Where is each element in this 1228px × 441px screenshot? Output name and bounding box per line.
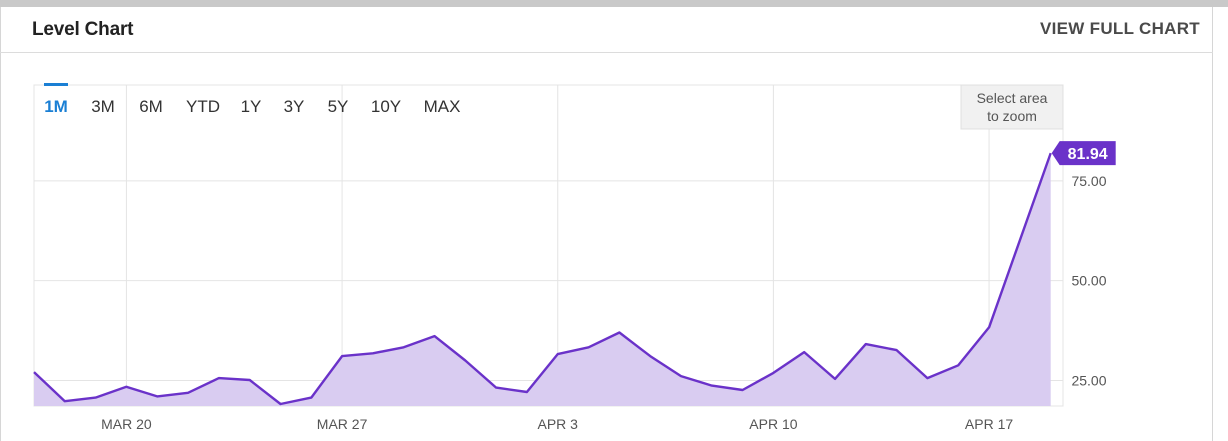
area-layer	[33, 152, 1052, 406]
range-active-indicator	[44, 83, 68, 86]
plot-frame	[33, 84, 1064, 407]
range-button-10y[interactable]: 10Y	[371, 97, 401, 116]
range-button-6m[interactable]: 6M	[139, 97, 163, 116]
panel-title: Level Chart	[32, 19, 134, 40]
zoom-hint-line-2: to zoom	[987, 108, 1037, 124]
range-button-3y[interactable]: 3Y	[284, 97, 305, 116]
grid-layer	[33, 84, 1064, 407]
range-button-3m[interactable]: 3M	[91, 97, 115, 116]
view-full-chart-link[interactable]: VIEW FULL CHART	[1039, 19, 1200, 38]
range-button-1m[interactable]: 1M	[44, 97, 68, 116]
range-button-ytd[interactable]: YTD	[186, 97, 220, 116]
last-value-marker: 81.94	[1051, 141, 1116, 166]
series-area-fill	[34, 153, 1051, 406]
zoom-hint-line-1: Select area	[977, 90, 1048, 106]
y-tick-label: 50.00	[1071, 273, 1106, 289]
zoom-hint: Select area to zoom	[960, 84, 1064, 130]
x-tick-label: APR 3	[538, 416, 579, 432]
y-tick-label: 75.00	[1071, 173, 1106, 189]
last-value-badge	[1051, 141, 1116, 166]
x-tick-label: MAR 20	[101, 416, 152, 432]
range-button-1y[interactable]: 1Y	[241, 97, 262, 116]
panel-header	[0, 7, 1213, 53]
series-line	[33, 152, 1052, 406]
x-tick-label: MAR 27	[317, 416, 368, 432]
zoom-hint-box	[960, 84, 1064, 130]
range-button-max[interactable]: MAX	[424, 97, 461, 116]
x-tick-label: APR 10	[749, 416, 797, 432]
range-button-5y[interactable]: 5Y	[328, 97, 349, 116]
top-rule	[0, 0, 1228, 7]
last-value-label: 81.94	[1068, 146, 1108, 163]
range-selector: 1M 3M 6M YTD 1Y 3Y 5Y 10Y MAX	[44, 83, 460, 116]
x-tick-label: APR 17	[965, 416, 1013, 432]
chart-panel	[0, 7, 1213, 441]
y-tick-label: 25.00	[1071, 372, 1106, 388]
axis-layer: MAR 20 MAR 27 APR 3 APR 10 APR 17 25.00 50.00 7…	[101, 173, 1107, 432]
